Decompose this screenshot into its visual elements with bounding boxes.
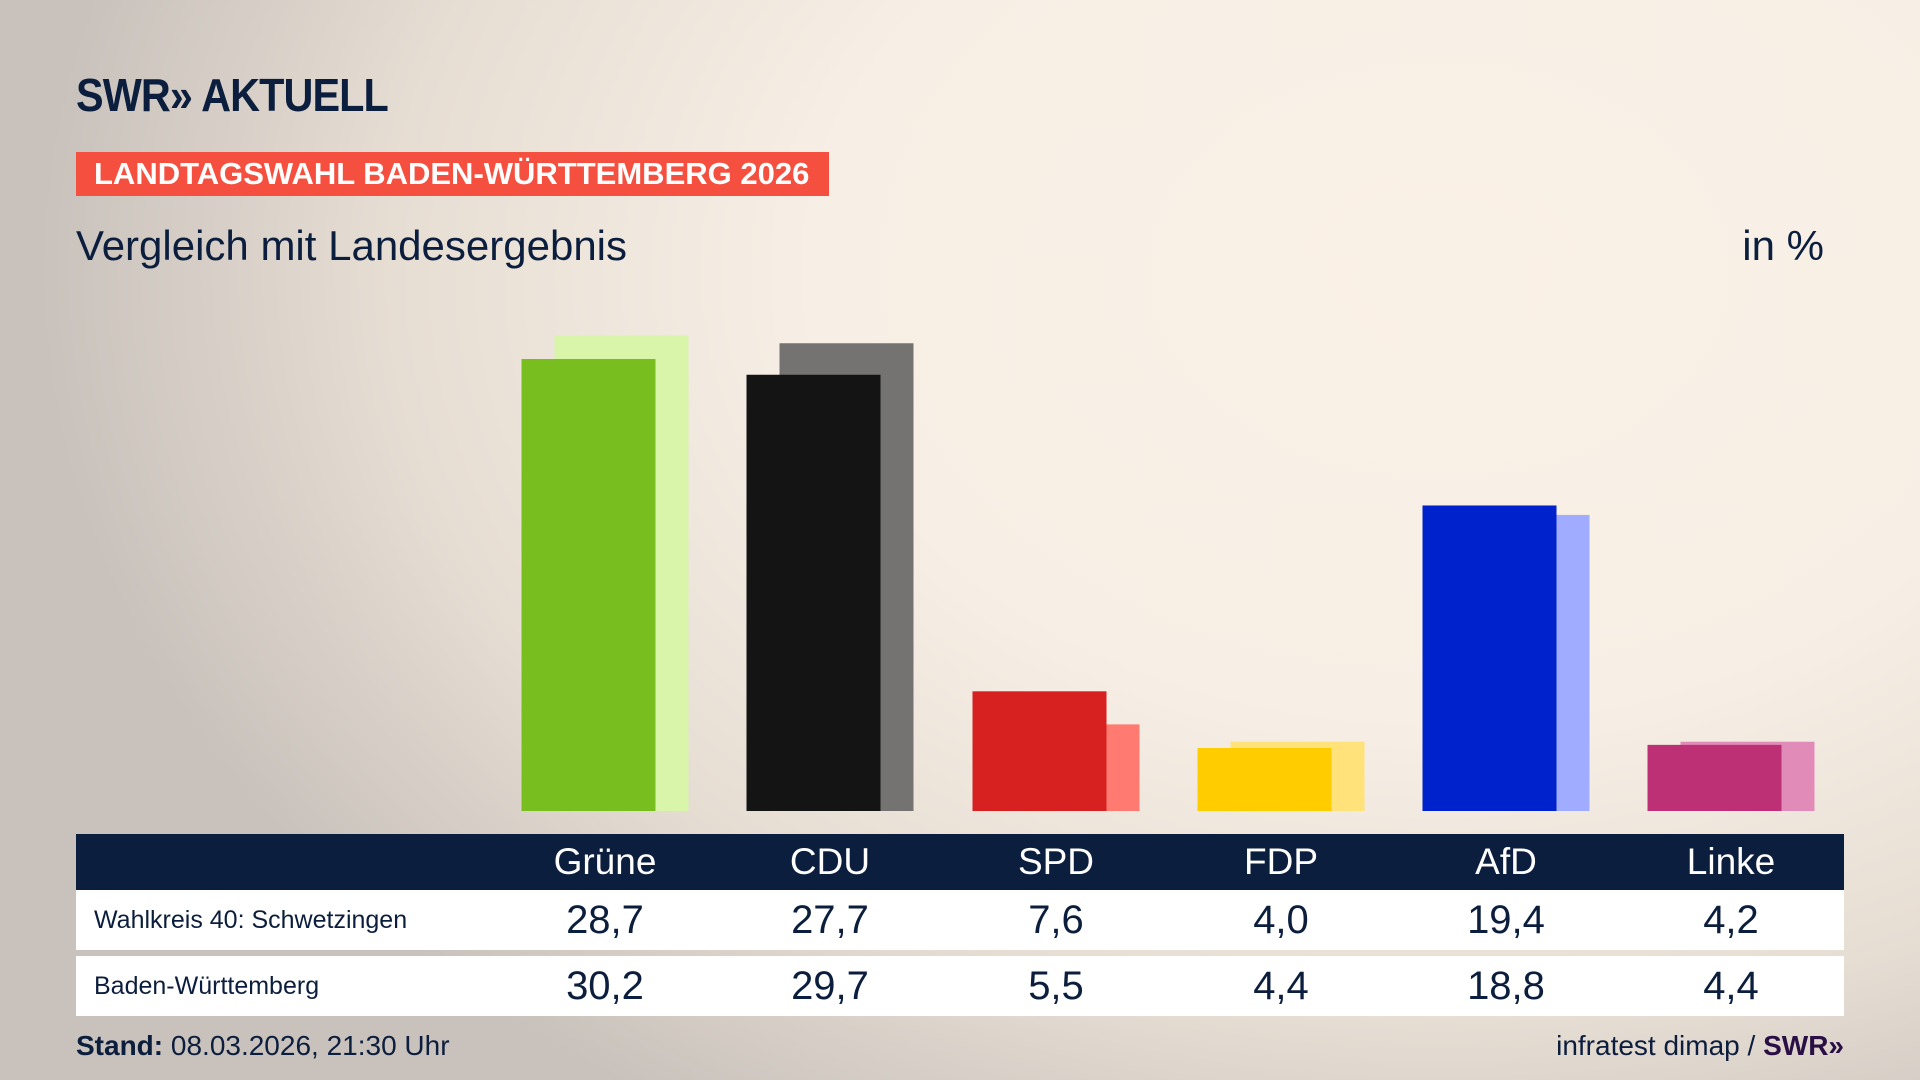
swr-logo: SWR» (1763, 1030, 1844, 1061)
bar-fdp-wahlkreis (1197, 748, 1332, 811)
data-label: 27,7 (791, 898, 869, 942)
data-label: 18,8 (1467, 964, 1545, 1008)
bar-gruene-wahlkreis (521, 359, 656, 811)
timestamp: Stand: 08.03.2026, 21:30 Uhr (76, 1030, 450, 1062)
data-label: 28,7 (566, 898, 644, 942)
stand-value: 08.03.2026, 21:30 Uhr (170, 1030, 450, 1061)
data-label: 4,0 (1253, 898, 1309, 942)
row-label: Baden-Württemberg (94, 972, 320, 1000)
table-row: Wahlkreis 40: Schwetzingen 28,7 27,7 7,6 4,… (76, 890, 1844, 950)
data-label: 29,7 (791, 964, 869, 1008)
data-label: 30,2 (566, 964, 644, 1008)
data-label: 7,6 (1028, 898, 1084, 942)
election-banner: LANDTAGSWAHL BADEN-WÜRTTEMBERG 2026 (76, 152, 829, 196)
data-label: 4,2 (1703, 898, 1759, 942)
bar-spd-wahlkreis (972, 691, 1107, 811)
source-text: infratest dimap / (1556, 1030, 1756, 1061)
column-header: CDU (789, 841, 871, 882)
bar-linke-wahlkreis (1647, 744, 1782, 811)
data-label: 4,4 (1703, 964, 1759, 1008)
bar-chart (521, 335, 1815, 811)
source: infratest dimap / SWR» (1556, 1030, 1844, 1062)
swr-aktuell-logo: SWR» AKTUELL (76, 69, 389, 121)
column-header: FDP (1244, 841, 1318, 882)
table-row: Baden-Württemberg 30,2 29,7 5,5 4,4 18,8 4,4 (76, 956, 1844, 1016)
column-header: Grüne (553, 841, 657, 882)
bar-afd-wahlkreis (1422, 505, 1557, 811)
unit-label: in % (1742, 222, 1824, 269)
data-label: 5,5 (1028, 964, 1084, 1008)
results-table: Grüne CDU SPD FDP AfD Linke Wahlkreis 40: Sch… (76, 834, 1844, 1016)
row-label: Wahlkreis 40: Schwetzingen (94, 906, 408, 934)
data-label: 19,4 (1467, 898, 1545, 942)
bar-cdu-wahlkreis (746, 374, 881, 811)
column-header: AfD (1475, 841, 1537, 882)
stand-label: Stand: (76, 1030, 164, 1061)
column-header: SPD (1017, 841, 1095, 882)
column-header: Linke (1686, 841, 1776, 882)
table-header: Grüne CDU SPD FDP AfD Linke (76, 834, 1844, 890)
chart-subtitle: Vergleich mit Landesergebnis (76, 222, 628, 269)
data-label: 4,4 (1253, 964, 1309, 1008)
